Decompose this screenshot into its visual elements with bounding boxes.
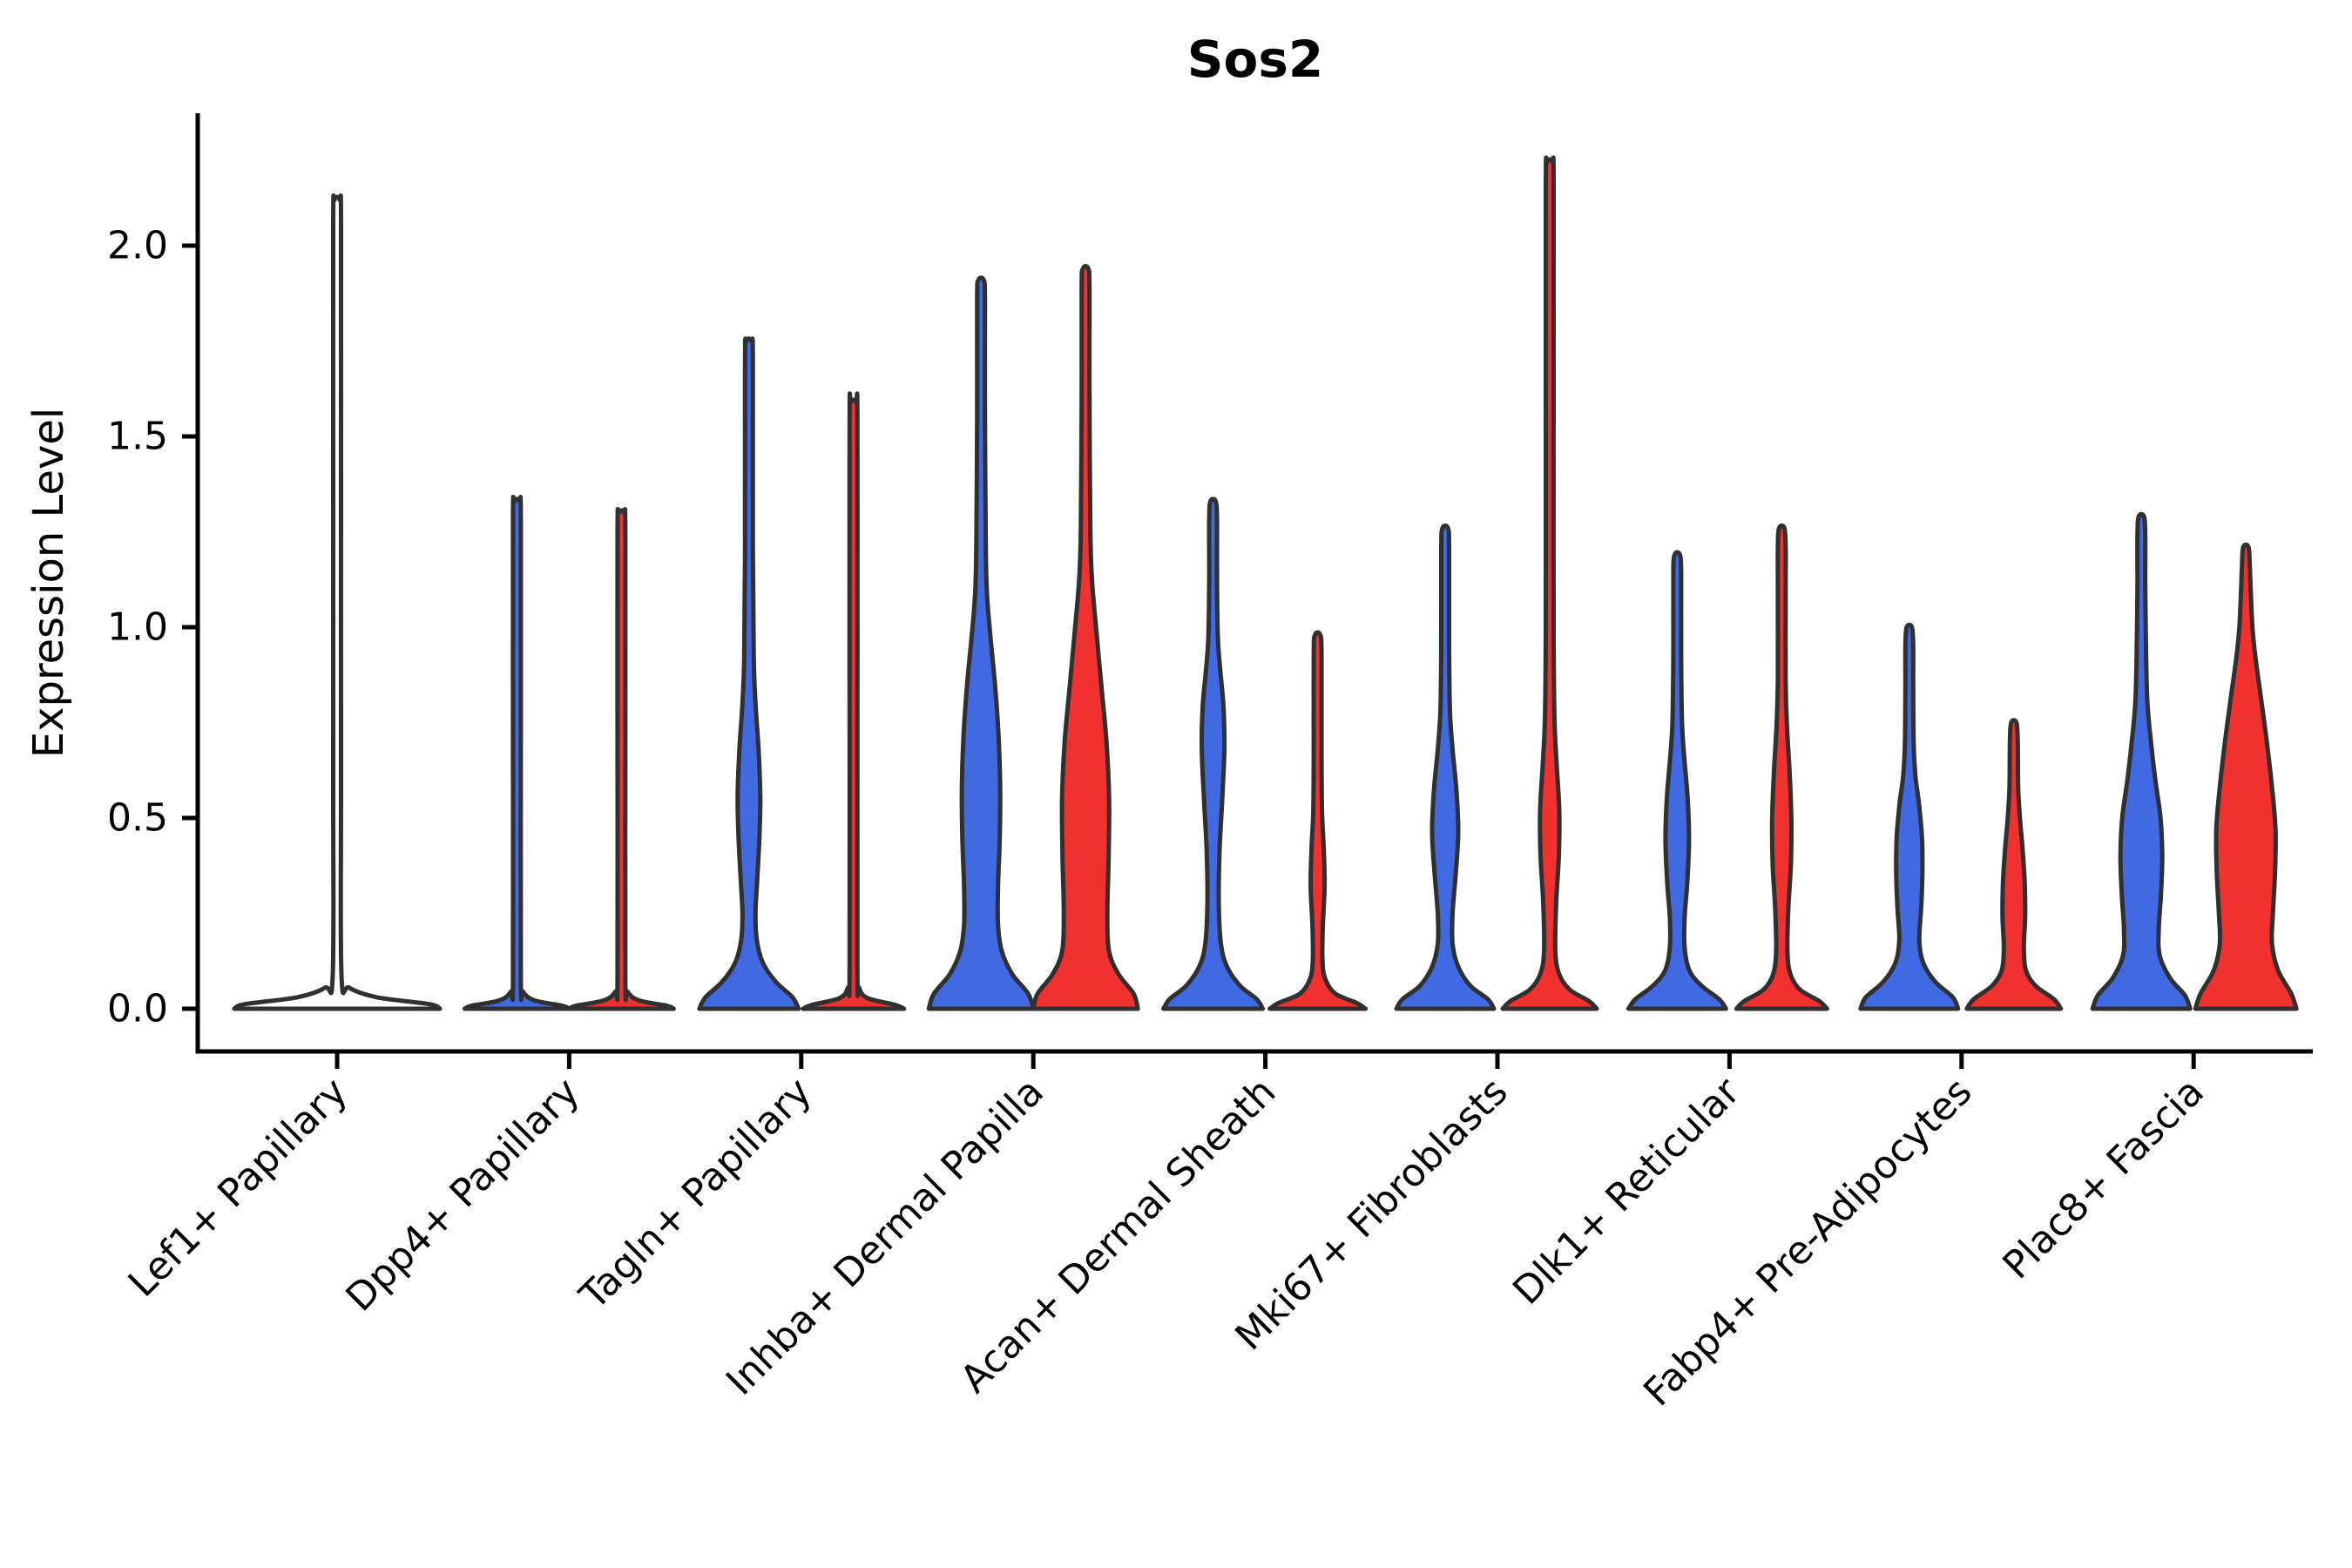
violin-tagln-papillary-red [801, 391, 907, 1011]
violin-tagln-papillary-blue [697, 336, 801, 1011]
violin-mki67-fibroblasts-red [1500, 155, 1599, 1011]
axis-spines [195, 113, 2313, 1054]
y-tick-label-2.0: 2.0 [107, 224, 168, 268]
y-tick-label-1.5: 1.5 [107, 415, 168, 459]
violin-fabp4-pre-adipocytes-red [1964, 718, 2064, 1011]
chart-title: Sos2 [1187, 30, 1324, 89]
violin-dlk1-reticular-blue [1625, 550, 1728, 1011]
x-tick-label-tagln-papillary: Tagln+ Papillary [571, 1070, 820, 1319]
violin-fabp4-pre-adipocytes-blue [1858, 622, 1961, 1011]
x-tick-label-lef1-papillary: Lef1+ Papillary [120, 1070, 356, 1306]
y-tick-label-1.0: 1.0 [107, 605, 168, 650]
violins-layer [232, 155, 2299, 1011]
y-tick-labels: 0.0 0.5 1.0 1.5 2.0 [107, 224, 168, 1031]
y-tick-label-0.5: 0.5 [107, 796, 168, 841]
violin-acan-dermal-sheath-red [1267, 630, 1369, 1011]
y-tick-label-0.0: 0.0 [107, 987, 168, 1031]
violin-dpp4-papillary-blue [462, 495, 571, 1011]
violin-inhba-dermal-papilla-blue [926, 275, 1036, 1011]
violin-plac8-fascia-red [2193, 542, 2299, 1011]
axes-layer [182, 113, 2313, 1069]
x-tick-label-plac8-fascia: Plac8+ Fascia [1994, 1070, 2213, 1288]
violin-dlk1-reticular-red [1734, 523, 1829, 1011]
violin-dpp4-papillary-red [566, 507, 676, 1011]
violin-inhba-dermal-papilla-red [1031, 264, 1140, 1011]
violin-plac8-fascia-blue [2090, 511, 2193, 1011]
violin-mki67-fibroblasts-blue [1394, 523, 1497, 1011]
x-tick-label-dpp4-papillary: Dpp4+ Papillary [338, 1070, 589, 1321]
x-tick-label-dlk1-reticular: Dlk1+ Reticular [1504, 1069, 1749, 1314]
violin-acan-dermal-sheath-blue [1161, 497, 1266, 1011]
y-axis-label: Expression Level [24, 408, 73, 759]
violin-lef1-papillary-single [232, 193, 443, 1011]
